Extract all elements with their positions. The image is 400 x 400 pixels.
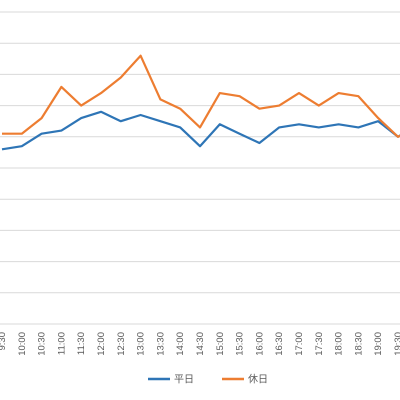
x-tick-label: 12:30 — [116, 332, 127, 356]
x-tick-label: 11:00 — [56, 332, 67, 355]
x-tick-label: 17:30 — [314, 332, 325, 356]
x-tick-label: 19:00 — [373, 332, 384, 356]
legend: 平日 休日 — [148, 374, 268, 386]
x-tick-label: 18:30 — [353, 332, 364, 356]
x-tick-label: 18:00 — [334, 332, 345, 356]
x-tick-label: 11:30 — [76, 332, 87, 355]
x-tick-label: 19:30 — [393, 332, 400, 356]
x-tick-label: 14:30 — [195, 332, 206, 356]
series-line-1 — [2, 54, 400, 138]
x-tick-label: 13:30 — [155, 332, 166, 356]
x-tick-label: 16:30 — [274, 332, 285, 356]
x-tick-label: 13:00 — [136, 332, 147, 356]
x-tick-label: 14:00 — [175, 332, 186, 356]
series-lines — [1, 54, 400, 151]
legend-label-1: 休日 — [248, 374, 268, 386]
legend-label-0: 平日 — [174, 375, 194, 386]
x-tick-label: 15:30 — [235, 332, 246, 356]
x-tick-label: 9:30 — [0, 332, 8, 351]
x-tick-label: 12:00 — [96, 332, 107, 356]
x-tick-label: 10:00 — [17, 332, 28, 356]
x-tick-label: 17:00 — [294, 332, 305, 356]
x-tick-label: 15:00 — [215, 332, 226, 356]
x-tick-label: 16:00 — [254, 332, 265, 356]
series-line-0 — [1, 110, 400, 151]
x-axis-tick-labels: 9:30 10:00 10:30 11:00 11:30 12:00 12:30 13:00 1… — [0, 332, 400, 356]
gridlines — [0, 11, 400, 325]
x-tick-label: 10:30 — [37, 332, 48, 356]
